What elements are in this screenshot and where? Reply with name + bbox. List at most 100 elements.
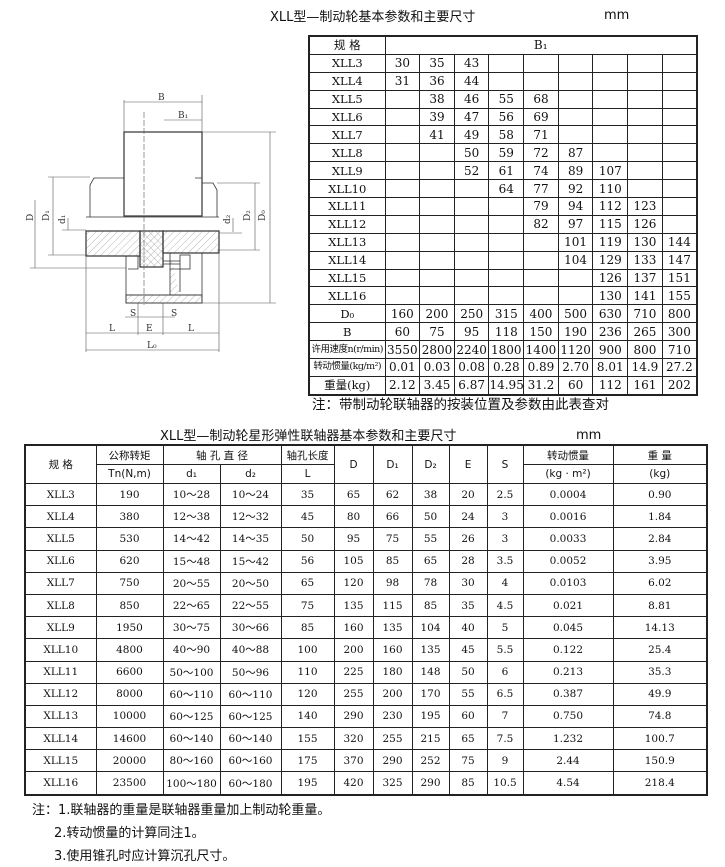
header-d2: d₂	[219, 464, 282, 484]
table-cell: 78	[411, 571, 450, 595]
table-cell: 104	[557, 250, 594, 270]
table-cell: 97	[557, 214, 594, 234]
table-cell: 56	[280, 549, 335, 573]
table-cell: 4	[486, 571, 524, 595]
table-cell: 144	[661, 232, 698, 252]
table-cell	[557, 71, 594, 91]
table-header-row: 规 格 公称转矩 轴 孔 直 径 轴孔长度 D D₁ D₂ E S 转动惯量 重…	[24, 444, 708, 484]
label-S-right: S	[171, 309, 177, 319]
table-cell: 26	[448, 527, 488, 551]
table-cell: 30～75	[162, 616, 221, 640]
table-cell	[523, 53, 559, 73]
table-cell: 50	[411, 505, 450, 529]
table-cell: 2800	[419, 340, 455, 360]
table-cell	[419, 214, 455, 234]
table-cell: 160	[372, 638, 413, 662]
table-cell: 59	[488, 143, 525, 163]
table-cell: 3	[486, 505, 524, 529]
table-cell: 20～50	[219, 571, 282, 595]
table-cell: 79	[523, 197, 559, 216]
table-cell: 95	[453, 322, 490, 342]
table-cell: 250	[453, 304, 490, 324]
row-label: XLL4	[24, 505, 97, 529]
table-cell: 45	[448, 638, 488, 662]
row-label: XLL13	[308, 232, 386, 252]
table-cell: 6	[486, 660, 524, 684]
table-cell: 200	[372, 682, 413, 706]
table-row: 许用速度n(r/min) 3550 2800 2240 1800 1400 1120 900 8…	[308, 340, 698, 360]
table-cell	[384, 179, 421, 199]
header-bore-length-unit: L	[280, 464, 335, 484]
table-row: XLL14 14600 60～140 60～140 155 320 255 215 65 7.5 1…	[24, 727, 708, 751]
table-cell: 900	[592, 340, 629, 360]
table-cell: 60～160	[219, 749, 282, 773]
table-cell: 38	[419, 89, 455, 109]
row-label: XLL12	[308, 214, 386, 234]
table-cell: 92	[557, 179, 594, 199]
header-inertia-unit: (kg · m²)	[522, 464, 614, 484]
table-cell: 215	[411, 727, 450, 751]
table-cell: 25.4	[612, 638, 708, 662]
table-cell	[419, 286, 455, 306]
table-cell: 1400	[523, 340, 559, 360]
table-cell: 420	[333, 771, 374, 796]
table-cell: 75	[419, 322, 455, 342]
row-label: XLL3	[24, 482, 97, 507]
table-cell	[627, 161, 663, 181]
table-cell: 36	[419, 71, 455, 91]
table-row: XLL3 30 35 43	[308, 53, 698, 73]
table-cell: 35	[280, 482, 335, 507]
header-D: D	[333, 444, 374, 484]
top-table-note: 注：带制动轮联轴器的按装位置及参数由此表查对	[312, 397, 609, 413]
table-cell: 2.12	[384, 375, 421, 396]
row-label: XLL7	[24, 571, 97, 595]
table-cell: 0.90	[612, 482, 708, 507]
table-cell: 58	[488, 125, 525, 145]
table-cell	[661, 179, 698, 199]
table-cell	[384, 250, 421, 270]
table-cell: 236	[592, 322, 629, 342]
label-d2: d₂	[223, 214, 233, 224]
row-label: 转动惯量(kg/m²)	[308, 358, 386, 377]
table-cell: 50～100	[162, 660, 221, 684]
table-cell: 35	[419, 53, 455, 73]
table-cell: 200	[419, 304, 455, 324]
header-spec: 规 格	[308, 35, 386, 55]
table-cell	[627, 125, 663, 145]
table-cell: 68	[523, 89, 559, 109]
table-cell: 100.7	[612, 727, 708, 751]
row-label: XLL16	[24, 771, 97, 796]
table-cell: 6.5	[486, 682, 524, 706]
header-D1: D₁	[372, 444, 413, 484]
table-cell	[523, 250, 559, 270]
table-cell: 151	[661, 268, 698, 288]
table-row: XLL6 39 47 56 69	[308, 107, 698, 127]
table-cell: 14.9	[627, 358, 663, 377]
brake-wheel-table: 规 格 B₁ XLL3 30 35 43 XLL4 31 36 44 XLL5 38 46 55 68 X…	[308, 35, 698, 396]
table-cell: 370	[333, 749, 374, 773]
table-cell: 630	[592, 304, 629, 324]
table-cell: 104	[411, 616, 450, 640]
table-cell: 140	[280, 704, 335, 729]
table-cell: 255	[372, 727, 413, 751]
table-cell	[384, 161, 421, 181]
row-label: XLL14	[308, 250, 386, 270]
table-cell	[384, 143, 421, 163]
table-cell: 0.0103	[522, 571, 614, 595]
table-cell: 0.01	[384, 358, 421, 377]
table-row: XLL16 23500 100～180 60～180 195 420 325 290 85 10.…	[24, 771, 708, 796]
table-cell: 60～140	[219, 727, 282, 751]
table-cell	[453, 232, 490, 252]
table-cell: 110	[592, 179, 629, 199]
table-cell: 55	[448, 682, 488, 706]
coupling-parameters-table: 规 格 公称转矩 轴 孔 直 径 轴孔长度 D D₁ D₂ E S 转动惯量 重…	[24, 444, 709, 796]
table-cell: 7.5	[486, 727, 524, 751]
header-E: E	[448, 444, 488, 484]
table-cell: 200	[333, 638, 374, 662]
table-cell: 60～110	[162, 682, 221, 706]
table-row: XLL11 79 94 112 123	[308, 197, 698, 216]
table-cell	[488, 286, 525, 306]
table-cell: 50	[280, 527, 335, 551]
table-cell: 4.5	[486, 593, 524, 618]
table-cell: 750	[95, 571, 164, 595]
